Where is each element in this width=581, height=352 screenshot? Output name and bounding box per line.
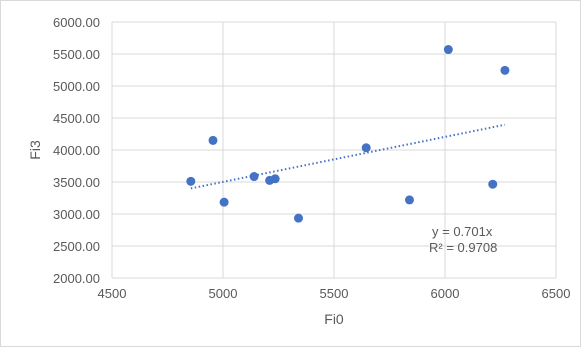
- data-points: [186, 45, 510, 223]
- data-point: [208, 135, 218, 145]
- x-tick-labels: 4500 5000 5500 6000 6500: [98, 286, 571, 301]
- x-tick-label: 5500: [320, 286, 349, 301]
- data-point: [443, 45, 453, 55]
- y-tick-label: 3500.00: [53, 175, 100, 190]
- y-tick-labels: 2000.00 2500.00 3000.00 3500.00 4000.00 4500.…: [53, 15, 100, 286]
- data-point: [186, 176, 196, 186]
- r-squared-label: R² = 0.9708: [429, 240, 497, 255]
- y-tick-label: 4000.00: [53, 143, 100, 158]
- data-point: [500, 65, 510, 75]
- x-tick-label: 4500: [98, 286, 127, 301]
- data-point: [219, 197, 229, 207]
- y-tick-label: 3000.00: [53, 207, 100, 222]
- y-tick-label: 2000.00: [53, 271, 100, 286]
- y-axis-title: Fi3: [27, 140, 43, 160]
- data-point: [270, 174, 280, 184]
- trendline-equation: y = 0.701x: [432, 224, 493, 239]
- data-point: [249, 172, 259, 182]
- gridlines: [111, 21, 557, 279]
- data-point: [293, 213, 303, 223]
- y-tick-label: 4500.00: [53, 111, 100, 126]
- y-tick-label: 6000.00: [53, 15, 100, 30]
- x-tick-label: 6000: [431, 286, 460, 301]
- y-tick-label: 5500.00: [53, 47, 100, 62]
- trendline-layer: [190, 123, 506, 190]
- data-point: [488, 179, 498, 189]
- y-tick-label: 5000.00: [53, 79, 100, 94]
- x-tick-label: 5000: [209, 286, 238, 301]
- x-tick-label: 6500: [542, 286, 571, 301]
- data-point: [361, 143, 371, 153]
- x-axis-title: Fi0: [324, 311, 344, 327]
- trendline: [190, 123, 506, 190]
- y-tick-label: 2500.00: [53, 239, 100, 254]
- data-point: [404, 195, 414, 205]
